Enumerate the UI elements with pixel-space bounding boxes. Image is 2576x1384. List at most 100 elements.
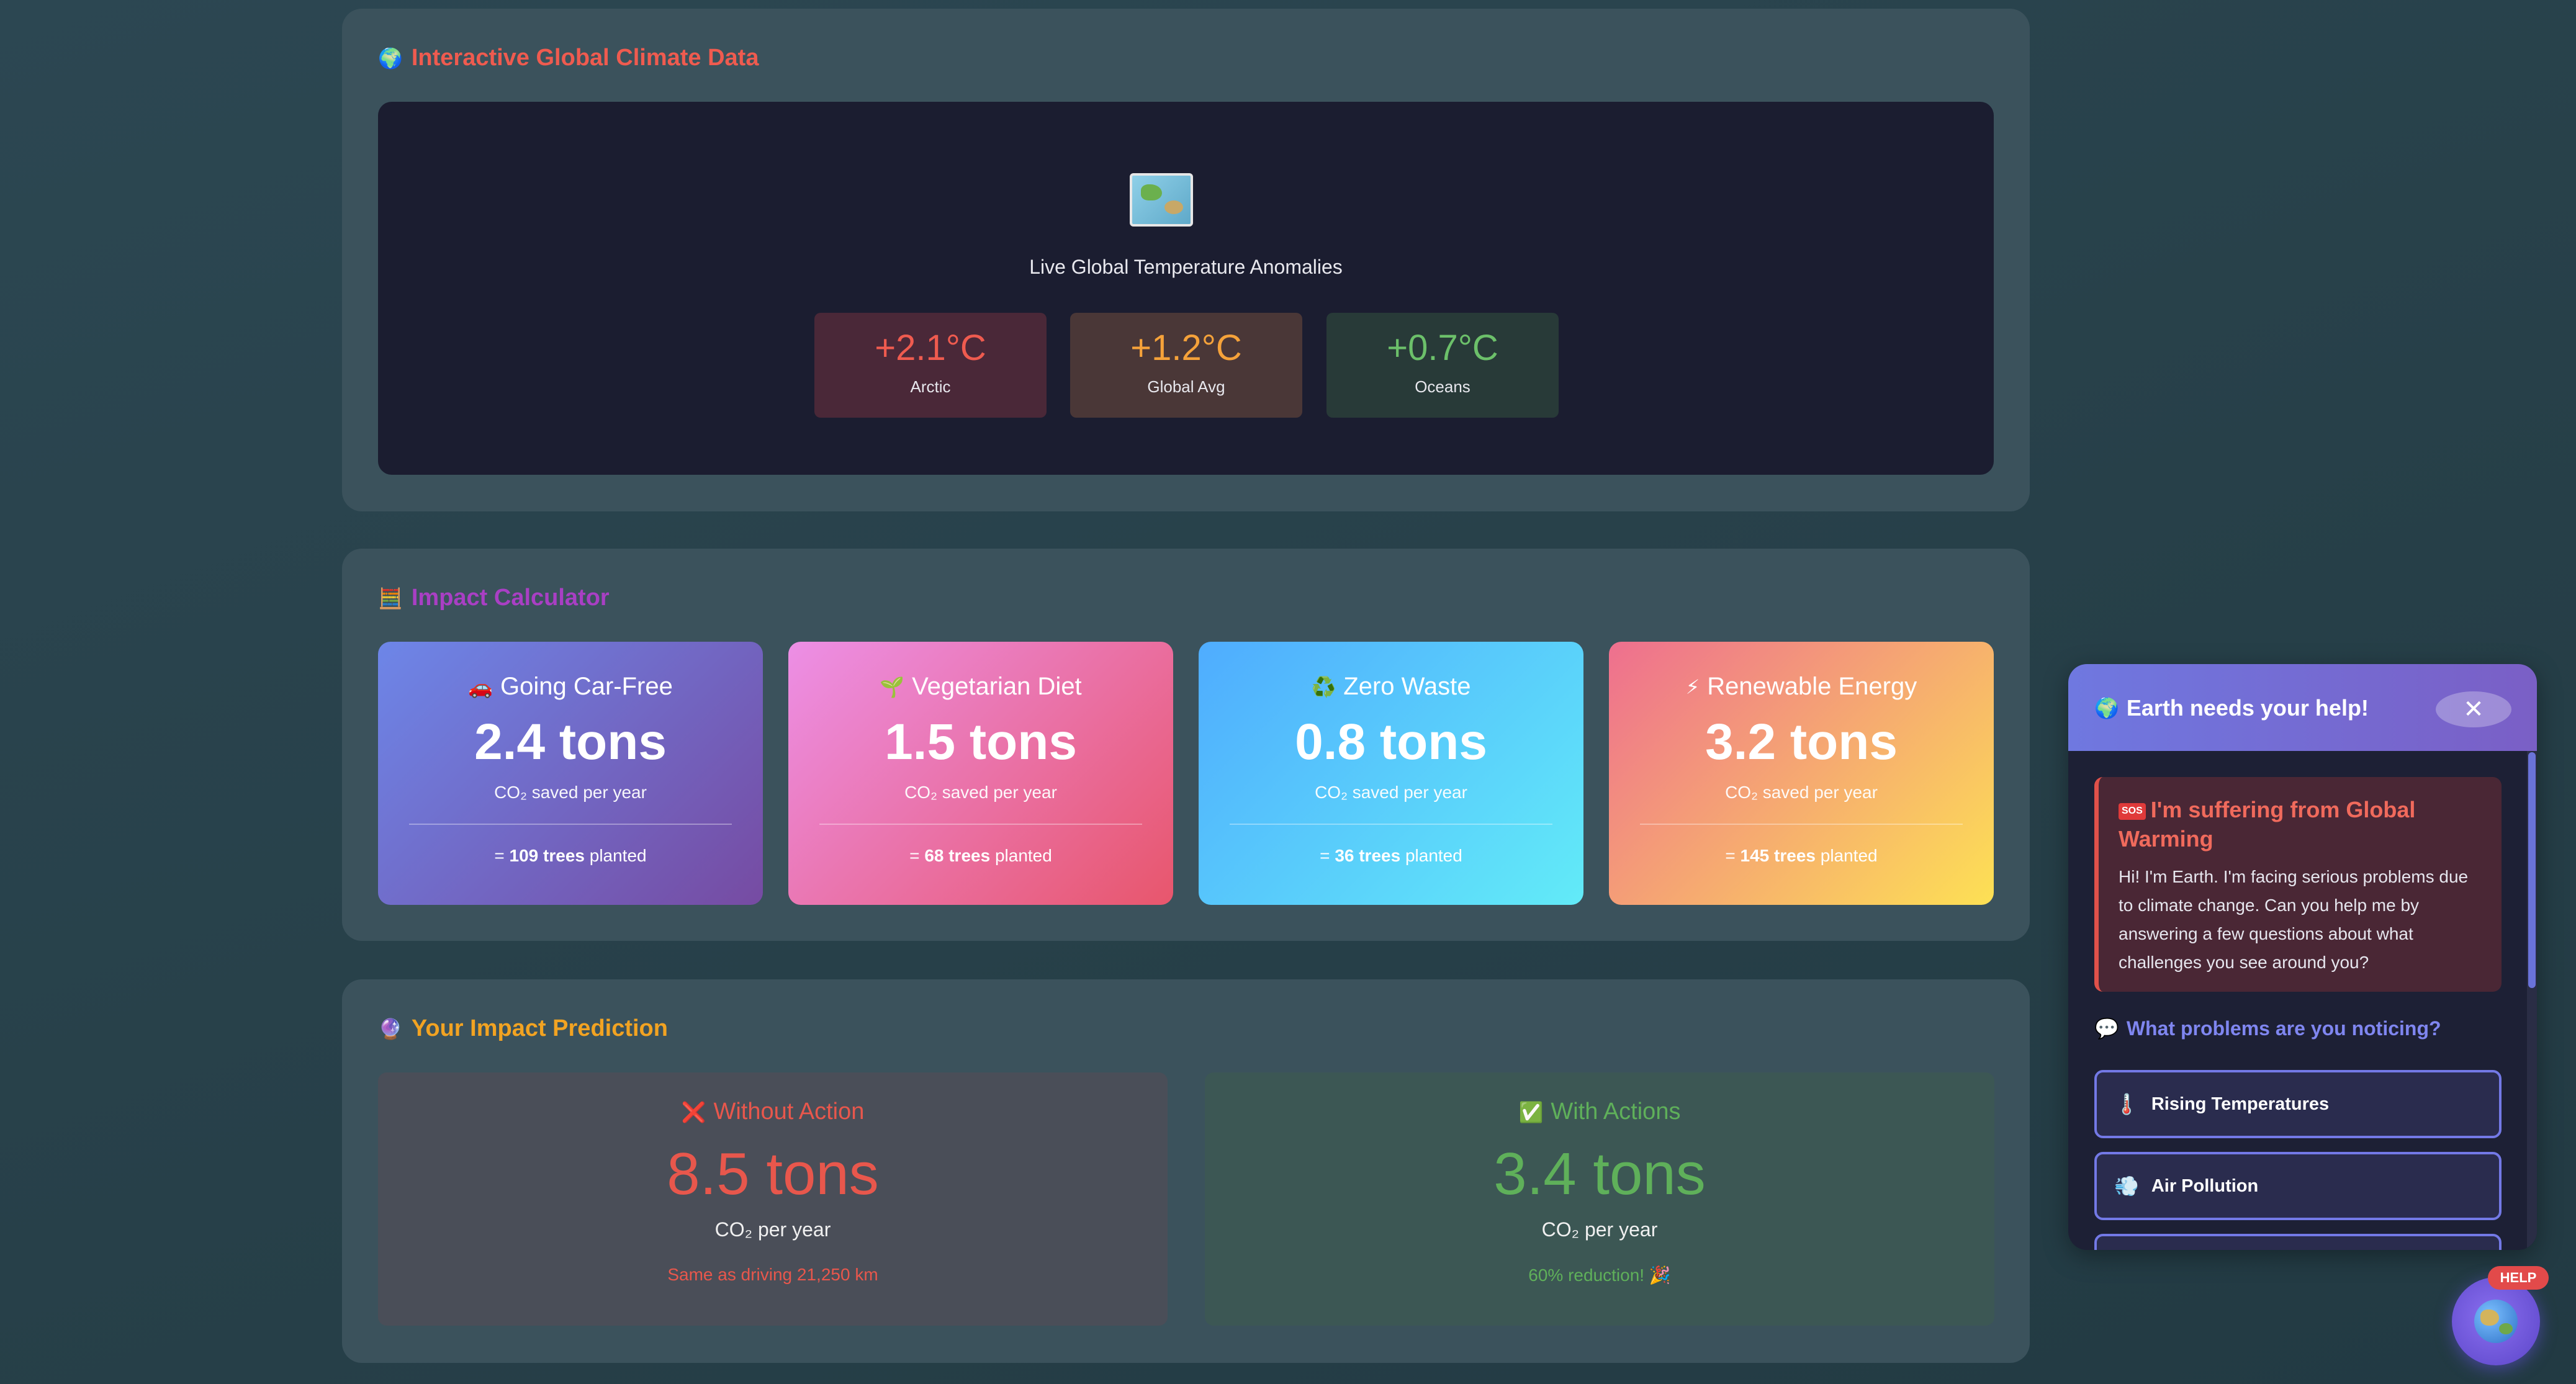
- abacus-icon: 🧮: [378, 586, 403, 610]
- calc-card-sub: CO₂ saved per year: [1725, 783, 1878, 802]
- chat-message-title: SOS I'm suffering from Global Warming: [2119, 796, 2483, 854]
- trees-prefix: =: [909, 846, 925, 866]
- calc-card-zero-waste[interactable]: ♻️ Zero Waste 0.8 tons CO₂ saved per yea…: [1199, 642, 1583, 905]
- cross-icon: ❌: [681, 1100, 706, 1124]
- trees-prefix: =: [1725, 846, 1741, 866]
- calc-card-title: ♻️ Zero Waste: [1199, 673, 1583, 701]
- option-partial[interactable]: [2094, 1234, 2502, 1250]
- chat-header-text: Earth needs your help!: [2126, 695, 2369, 721]
- chat-message-title-text: I'm suffering from Global Warming: [2119, 797, 2416, 852]
- calc-card-value: 2.4 tons: [474, 714, 667, 770]
- prediction-sub: CO₂ per year: [714, 1218, 831, 1241]
- prediction-without-card: ❌ Without Action 8.5 tons CO₂ per year S…: [378, 1072, 1168, 1326]
- divider: [1230, 824, 1552, 825]
- temp-card-arctic[interactable]: +2.1°C Arctic: [814, 313, 1047, 418]
- recycle-icon: ♻️: [1311, 675, 1336, 699]
- close-button[interactable]: ✕: [2436, 691, 2511, 727]
- speech-bubble-icon: 💬: [2094, 1017, 2119, 1040]
- calc-card-vegetarian[interactable]: 🌱 Vegetarian Diet 1.5 tons CO₂ saved per…: [788, 642, 1173, 905]
- calc-card-sub: CO₂ saved per year: [494, 783, 647, 802]
- calculator-title-text: Impact Calculator: [411, 585, 610, 611]
- climate-title-text: Interactive Global Climate Data: [411, 45, 759, 71]
- globe-icon: 🌍: [378, 46, 403, 70]
- prediction-sub: CO₂ per year: [1541, 1218, 1658, 1241]
- climate-title: 🌍 Interactive Global Climate Data: [378, 45, 759, 71]
- trees-count: 109 trees: [509, 846, 585, 866]
- trees-suffix: planted: [1815, 846, 1878, 866]
- option-rising-temperatures[interactable]: 🌡️ Rising Temperatures: [2094, 1070, 2502, 1138]
- prediction-title: 🔮 Your Impact Prediction: [378, 1015, 668, 1042]
- temp-label: Global Avg: [1147, 377, 1225, 396]
- sos-icon: SOS: [2119, 803, 2146, 820]
- trees-count: 36 trees: [1335, 846, 1401, 866]
- calc-card-car-free[interactable]: 🚗 Going Car-Free 2.4 tons CO₂ saved per …: [378, 642, 763, 905]
- calc-card-value: 3.2 tons: [1705, 714, 1898, 770]
- map-caption: Live Global Temperature Anomalies: [1029, 256, 1343, 278]
- climate-section: 🌍 Interactive Global Climate Data Live G…: [342, 9, 2030, 511]
- prediction-card-title-text: With Actions: [1551, 1099, 1681, 1125]
- seedling-icon: 🌱: [880, 675, 905, 699]
- map-panel[interactable]: Live Global Temperature Anomalies +2.1°C…: [378, 102, 1994, 475]
- prediction-card-title: ✅ With Actions: [1205, 1099, 1994, 1125]
- chat-question-text: What problems are you noticing?: [2126, 1017, 2441, 1040]
- thermometer-icon: 🌡️: [2114, 1092, 2139, 1116]
- calc-card-trees: = 68 trees planted: [788, 846, 1173, 866]
- prediction-note: Same as driving 21,250 km: [667, 1264, 878, 1284]
- help-button[interactable]: [2452, 1277, 2540, 1365]
- trees-prefix: =: [1320, 846, 1335, 866]
- trees-suffix: planted: [990, 846, 1052, 866]
- temp-card-global[interactable]: +1.2°C Global Avg: [1070, 313, 1302, 418]
- calc-card-trees: = 36 trees planted: [1199, 846, 1583, 866]
- option-label: Rising Temperatures: [2151, 1094, 2330, 1114]
- temp-label: Arctic: [910, 377, 951, 396]
- chat-widget: 🌍 Earth needs your help! ✕ SOS I'm suffer…: [2068, 664, 2537, 1250]
- calc-card-sub: CO₂ saved per year: [904, 783, 1057, 802]
- calc-card-trees: = 145 trees planted: [1609, 846, 1994, 866]
- prediction-note: 60% reduction! 🎉: [1528, 1265, 1671, 1285]
- chat-question: 💬 What problems are you noticing?: [2094, 1017, 2441, 1040]
- car-icon: 🚗: [468, 675, 493, 699]
- calc-card-renewable[interactable]: ⚡ Renewable Energy 3.2 tons CO₂ saved pe…: [1609, 642, 1994, 905]
- divider: [1640, 824, 1963, 825]
- temp-value: +1.2°C: [1130, 328, 1242, 368]
- globe-icon: [2474, 1300, 2518, 1343]
- trees-suffix: planted: [584, 846, 647, 866]
- calculator-section: 🧮 Impact Calculator 🚗 Going Car-Free 2.4…: [342, 549, 2030, 941]
- chat-header: 🌍 Earth needs your help! ✕: [2068, 664, 2537, 751]
- trees-prefix: =: [494, 846, 510, 866]
- prediction-card-title: ❌ Without Action: [378, 1099, 1168, 1125]
- chat-header-title: 🌍 Earth needs your help!: [2094, 695, 2369, 721]
- crystal-ball-icon: 🔮: [378, 1017, 403, 1041]
- calc-card-title: ⚡ Renewable Energy: [1609, 673, 1994, 701]
- calc-card-title: 🚗 Going Car-Free: [378, 673, 763, 701]
- lightning-icon: ⚡: [1685, 675, 1700, 699]
- calc-card-title-text: Renewable Energy: [1707, 673, 1917, 700]
- calculator-title: 🧮 Impact Calculator: [378, 585, 610, 611]
- prediction-section: 🔮 Your Impact Prediction ❌ Without Actio…: [342, 979, 2030, 1363]
- prediction-value: 8.5 tons: [667, 1141, 879, 1207]
- calc-card-trees: = 109 trees planted: [378, 846, 763, 866]
- chat-scrollbar-thumb[interactable]: [2528, 752, 2536, 988]
- temp-value: +0.7°C: [1387, 328, 1498, 368]
- prediction-card-title-text: Without Action: [713, 1099, 865, 1125]
- calc-card-value: 0.8 tons: [1295, 714, 1487, 770]
- help-badge: HELP: [2488, 1266, 2549, 1290]
- wind-icon: 💨: [2114, 1174, 2139, 1198]
- calc-card-sub: CO₂ saved per year: [1315, 783, 1467, 802]
- temp-card-oceans[interactable]: +0.7°C Oceans: [1326, 313, 1559, 418]
- world-map-icon: [1130, 173, 1193, 227]
- calc-card-title: 🌱 Vegetarian Diet: [788, 673, 1173, 701]
- check-icon: ✅: [1518, 1100, 1544, 1124]
- chat-message: SOS I'm suffering from Global Warming Hi!…: [2094, 777, 2502, 992]
- globe-icon: 🌍: [2094, 696, 2119, 720]
- option-label: Air Pollution: [2151, 1175, 2259, 1196]
- option-air-pollution[interactable]: 💨 Air Pollution: [2094, 1152, 2502, 1220]
- chat-message-body: Hi! I'm Earth. I'm facing serious proble…: [2119, 866, 2469, 972]
- prediction-with-card: ✅ With Actions 3.4 tons CO₂ per year 60%…: [1205, 1072, 1994, 1326]
- calc-card-title-text: Going Car-Free: [500, 673, 673, 700]
- temp-label: Oceans: [1415, 377, 1470, 396]
- divider: [819, 824, 1142, 825]
- calc-card-title-text: Zero Waste: [1343, 673, 1471, 700]
- trees-suffix: planted: [1400, 846, 1462, 866]
- calc-card-title-text: Vegetarian Diet: [912, 673, 1082, 700]
